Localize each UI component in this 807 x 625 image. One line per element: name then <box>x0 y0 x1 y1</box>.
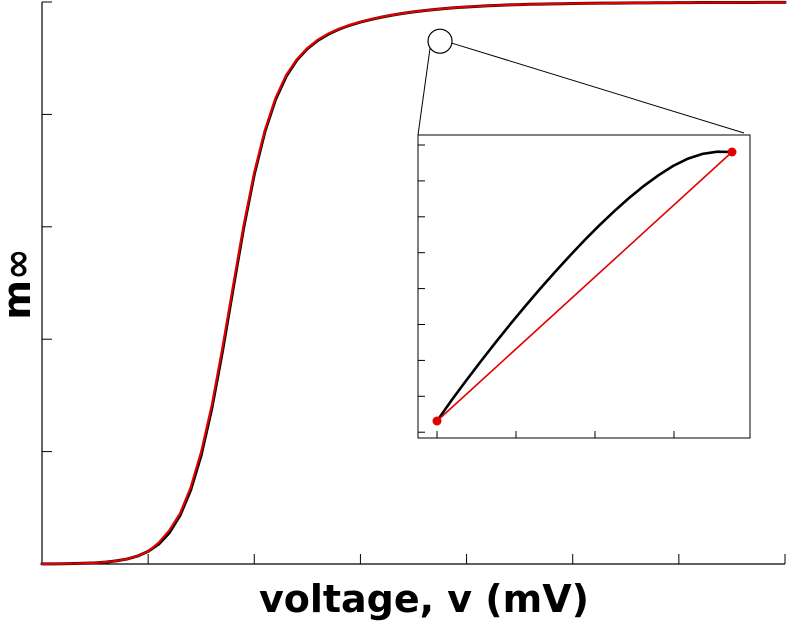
inset-chord-start-point <box>432 416 442 426</box>
inset-chord-end-point <box>727 147 737 157</box>
main-axes <box>41 1 786 565</box>
inset-series-group <box>432 147 737 426</box>
inset-y-ticks <box>418 144 425 433</box>
zoom-connector-left <box>417 48 431 136</box>
zoom-callout <box>417 28 745 136</box>
main-y-ticks <box>42 1 52 453</box>
y-axis-label: m∞ <box>0 248 39 319</box>
inset-chord-red <box>436 151 733 422</box>
inset-curve-black <box>435 150 734 423</box>
main-series-red-line <box>40 1 787 565</box>
main-series-group <box>40 0 787 566</box>
zoom-circle <box>427 28 453 54</box>
main-x-ticks <box>147 554 786 564</box>
zoom-connector-right <box>451 42 745 134</box>
x-axis-label: voltage, v (mV) <box>259 577 589 621</box>
inset-plot <box>417 134 751 439</box>
inset-x-ticks <box>436 431 675 438</box>
